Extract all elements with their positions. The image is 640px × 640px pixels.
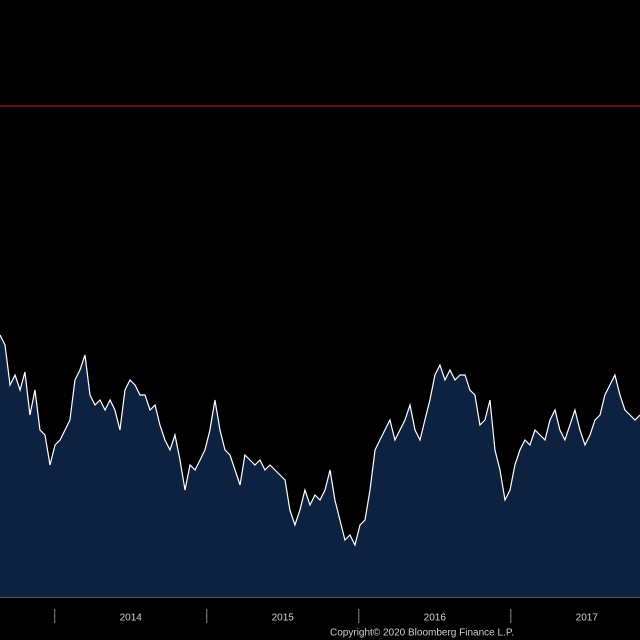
- copyright: Copyright© 2020 Bloomberg Finance L.P.: [330, 628, 514, 639]
- x-tick-label: 2014: [120, 613, 143, 624]
- area-fill: [0, 335, 640, 597]
- x-tick-label: 2017: [576, 613, 599, 624]
- line: [0, 334, 640, 547]
- x-tick-label: 2015: [272, 613, 295, 624]
- x-tick-label: 2016: [424, 613, 447, 624]
